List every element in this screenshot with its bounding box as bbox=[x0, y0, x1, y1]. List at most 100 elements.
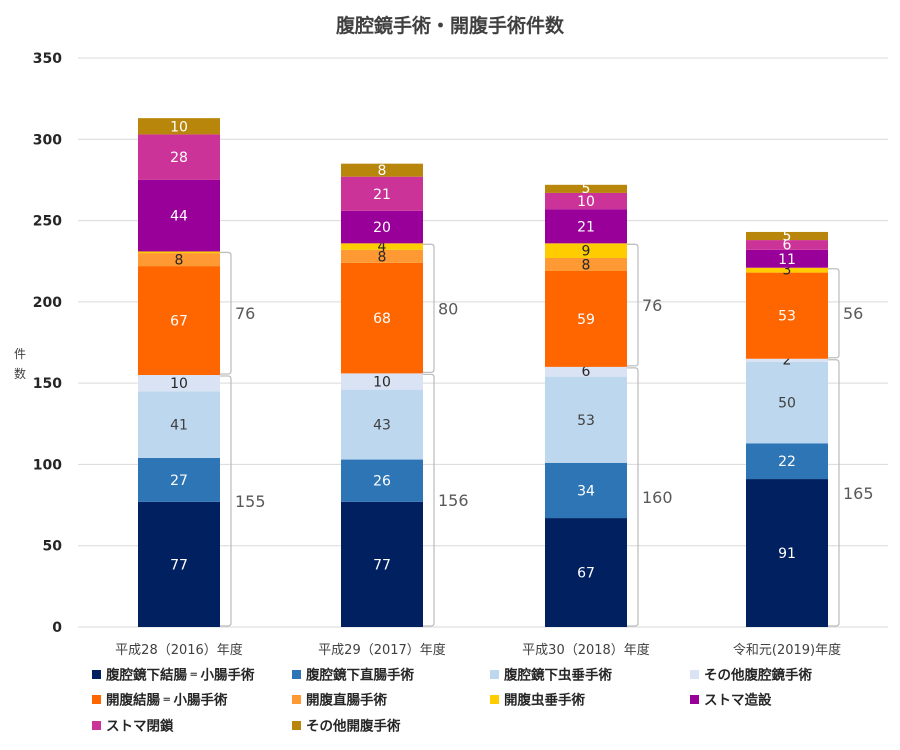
legend-label-9: その他開腹手術 bbox=[306, 718, 401, 735]
legend-label-0: 腹腔鏡下結腸゠小腸手術 bbox=[106, 667, 255, 684]
bar-segment-3-4 bbox=[746, 272, 828, 359]
legend-label-4: 開腹結腸゠小腸手術 bbox=[106, 692, 228, 709]
data-label-0-8: 28 bbox=[170, 150, 188, 166]
legend-label-3: その他腹腔鏡手術 bbox=[704, 667, 812, 684]
bracket-1-3 bbox=[828, 268, 840, 359]
data-label-1-2: 43 bbox=[373, 418, 391, 434]
bar-segment-2-1 bbox=[545, 462, 627, 519]
data-label-3-1: 22 bbox=[778, 454, 796, 470]
bar-segment-1-3 bbox=[341, 373, 423, 390]
data-label-0-2: 41 bbox=[170, 418, 188, 434]
legend-swatch-9 bbox=[292, 721, 301, 730]
data-label-1-8: 21 bbox=[373, 187, 391, 203]
data-label-1-9: 8 bbox=[378, 163, 387, 179]
legend-swatch-8 bbox=[92, 721, 101, 730]
data-label-0-7: 44 bbox=[170, 209, 188, 225]
bar-segment-0-9 bbox=[138, 118, 220, 135]
bar-segment-3-9 bbox=[746, 231, 828, 241]
data-label-3-3: 2 bbox=[783, 353, 792, 369]
x-category-label-1: 平成29（2017）年度 bbox=[318, 642, 446, 658]
legend-swatch-4 bbox=[92, 695, 101, 704]
y-tick-label-100: 100 bbox=[33, 457, 62, 473]
bar-segment-0-2 bbox=[138, 391, 220, 458]
data-label-3-2: 50 bbox=[778, 396, 796, 412]
bar-segment-2-0 bbox=[545, 518, 627, 627]
legend-swatch-1 bbox=[292, 670, 301, 679]
bracket-0-2 bbox=[627, 367, 639, 627]
data-label-0-3: 10 bbox=[170, 376, 188, 392]
bar-segment-0-7 bbox=[138, 179, 220, 252]
bar-segment-2-2 bbox=[545, 376, 627, 463]
bracket-total-label-1-2: 76 bbox=[642, 296, 662, 315]
data-label-2-9: 5 bbox=[582, 181, 591, 197]
bracket-total-label-1-0: 76 bbox=[235, 304, 255, 323]
y-axis-label-char: 件 bbox=[14, 347, 26, 361]
bracket-total-label-1-3: 56 bbox=[843, 304, 863, 323]
bar-segment-0-1 bbox=[138, 457, 220, 502]
bar-segment-2-3 bbox=[545, 366, 627, 377]
y-tick-label-200: 200 bbox=[33, 295, 62, 311]
bracket-total-label-1-1: 80 bbox=[438, 299, 458, 318]
legend-swatch-5 bbox=[292, 695, 301, 704]
total-brackets: 155 156 160 165 76 80 76 56 bbox=[220, 243, 874, 627]
bracket-0-0 bbox=[220, 375, 232, 627]
legend-swatch-3 bbox=[690, 670, 699, 679]
bracket-0-3 bbox=[828, 359, 840, 627]
y-tick-label-150: 150 bbox=[33, 376, 62, 392]
data-label-3-4: 53 bbox=[778, 309, 796, 325]
data-label-3-9: 5 bbox=[783, 228, 792, 244]
bracket-total-label-0-0: 155 bbox=[235, 492, 266, 511]
y-axis: 0 50 100 150 200 250 300 350 bbox=[33, 51, 62, 636]
y-axis-label: 件数 bbox=[14, 347, 26, 381]
x-category-label-2: 平成30（2018）年度 bbox=[522, 642, 650, 658]
bar-segment-3-8 bbox=[746, 240, 828, 250]
data-label-2-6: 9 bbox=[582, 244, 591, 260]
data-label-0-0: 77 bbox=[170, 557, 188, 573]
data-label-0-9: 10 bbox=[170, 119, 188, 135]
data-label-2-0: 67 bbox=[577, 566, 595, 582]
legend-swatch-6 bbox=[490, 695, 499, 704]
bar-segment-0-0 bbox=[138, 501, 220, 627]
bar-segment-1-8 bbox=[341, 176, 423, 211]
data-label-0-4: 67 bbox=[170, 314, 188, 330]
x-category-label-0: 平成28（2016）年度 bbox=[115, 642, 243, 658]
legend-label-7: ストマ造設 bbox=[704, 692, 772, 709]
bar-segment-3-7 bbox=[746, 249, 828, 268]
bar-segment-3-2 bbox=[746, 362, 828, 444]
bracket-0-1 bbox=[423, 373, 435, 627]
bracket-1-2 bbox=[627, 243, 639, 367]
bar-segment-3-0 bbox=[746, 479, 828, 627]
bar-segment-2-5 bbox=[545, 257, 627, 271]
bar-segment-0-8 bbox=[138, 134, 220, 180]
data-label-2-1: 34 bbox=[577, 483, 595, 499]
data-label-2-5: 8 bbox=[582, 258, 591, 274]
bar-segment-2-8 bbox=[545, 192, 627, 210]
bar-segment-1-6 bbox=[341, 243, 423, 250]
data-label-2-8: 10 bbox=[577, 194, 595, 210]
y-tick-label-250: 250 bbox=[33, 214, 62, 230]
data-label-1-0: 77 bbox=[373, 557, 391, 573]
bracket-total-label-0-2: 160 bbox=[642, 488, 673, 507]
legend-label-2: 腹腔鏡下虫垂手術 bbox=[504, 667, 612, 684]
bar-segment-2-9 bbox=[545, 184, 627, 193]
legend-label-1: 腹腔鏡下直腸手術 bbox=[306, 667, 414, 684]
data-label-2-3: 6 bbox=[582, 364, 591, 380]
bracket-1-1 bbox=[423, 243, 435, 374]
bar-segment-1-9 bbox=[341, 163, 423, 177]
bar-segment-1-5 bbox=[341, 249, 423, 263]
legend-swatch-2 bbox=[490, 670, 499, 679]
y-tick-label-0: 0 bbox=[52, 620, 62, 636]
data-label-3-8: 6 bbox=[783, 237, 792, 253]
data-label-3-0: 91 bbox=[778, 546, 796, 562]
bar-segment-3-1 bbox=[746, 443, 828, 480]
bar-segment-0-4 bbox=[138, 266, 220, 376]
bar-segment-0-3 bbox=[138, 375, 220, 392]
x-axis: 平成28（2016）年度 平成29（2017）年度 平成30（2018）年度 令和元(… bbox=[115, 642, 841, 658]
data-label-2-7: 21 bbox=[577, 219, 595, 235]
x-category-label-3: 令和元(2019)年度 bbox=[733, 642, 841, 658]
bar-segment-1-0 bbox=[341, 501, 423, 627]
legend-swatch-7 bbox=[690, 695, 699, 704]
y-tick-label-350: 350 bbox=[33, 51, 62, 67]
bar-segment-2-4 bbox=[545, 270, 627, 367]
